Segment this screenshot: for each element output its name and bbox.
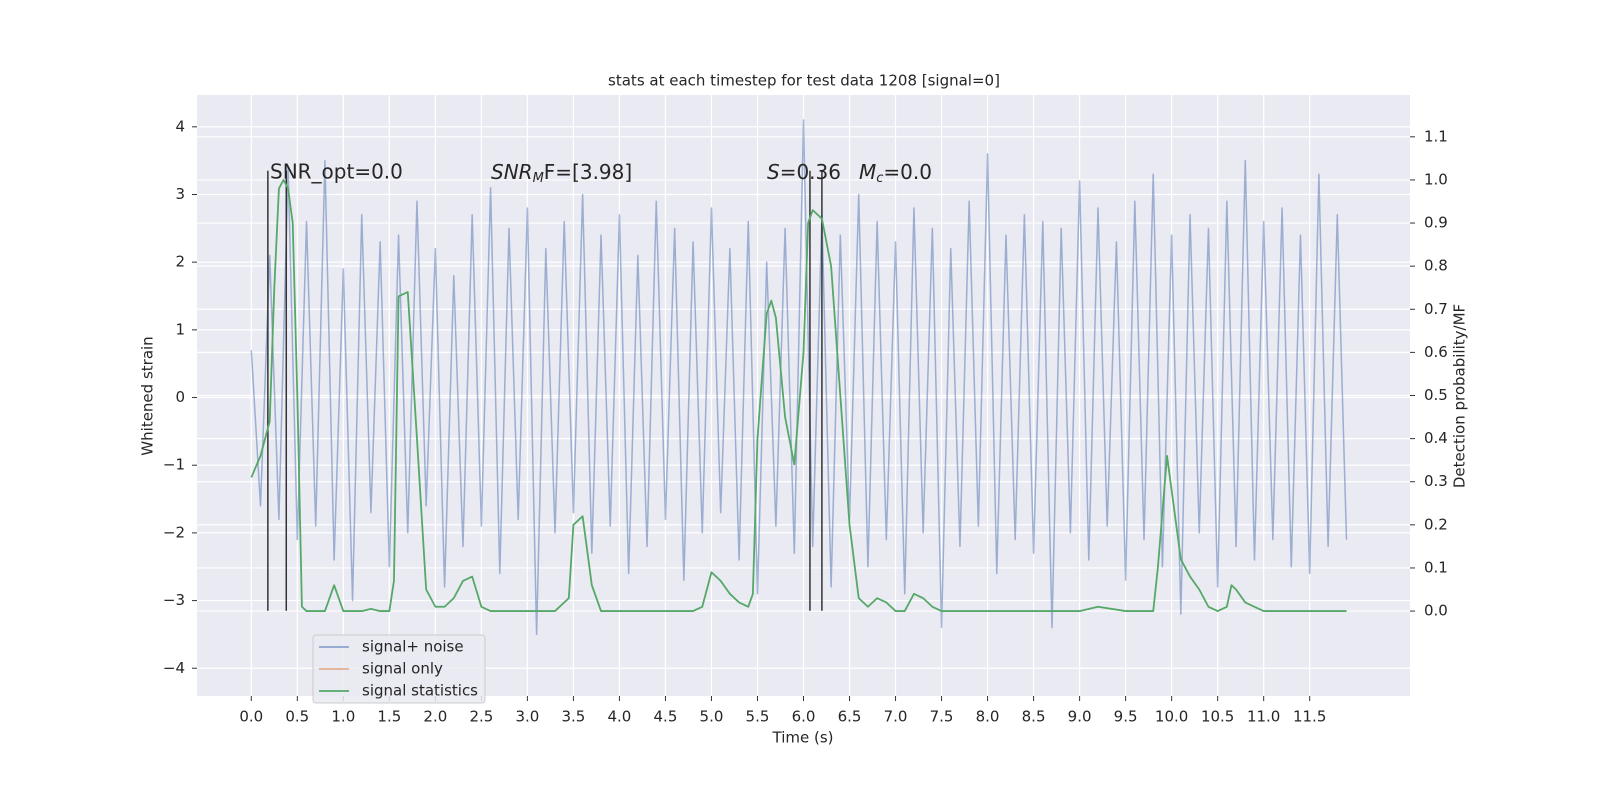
annotation: S=0.36: [767, 160, 841, 184]
y2-tick-label: 0.5: [1424, 386, 1448, 404]
annotation-base: M: [859, 160, 876, 184]
x-tick-label: 10.0: [1155, 708, 1188, 726]
y2-tick-label: 1.1: [1424, 127, 1448, 145]
x-tick-label: 8.5: [1022, 708, 1046, 726]
y2-tick-label: 0.3: [1424, 472, 1448, 490]
annotation-sub: c: [876, 171, 883, 186]
y-tick-label: 1: [175, 320, 185, 338]
x-tick-label: 11.0: [1247, 708, 1280, 726]
x-tick-label: 1.0: [331, 708, 355, 726]
x-tick-label: 8.0: [976, 708, 1000, 726]
x-tick-label: 7.0: [884, 708, 908, 726]
legend-label: signal only: [362, 660, 443, 678]
y-axis-label: Whitened strain: [139, 336, 157, 455]
legend-label: signal statistics: [362, 682, 478, 700]
y2-tick-label: 0.0: [1424, 602, 1448, 620]
legend-label: signal+ noise: [362, 638, 464, 656]
annotation-base: SNR: [491, 160, 533, 184]
y-tick-label: 2: [175, 253, 185, 271]
x-axis-label: Time (s): [772, 729, 834, 747]
annotation-sub: M: [533, 171, 544, 186]
y2-tick-label: 0.8: [1424, 257, 1448, 275]
x-tick-label: 0.5: [285, 708, 309, 726]
x-tick-label: 3.0: [515, 708, 539, 726]
y-tick-label: −4: [163, 659, 185, 677]
x-tick-label: 1.5: [377, 708, 401, 726]
y2-tick-label: 0.1: [1424, 558, 1448, 576]
series-line: [250, 119, 1348, 636]
x-tick-label: 2.0: [423, 708, 447, 726]
chart-title: stats at each timestep for test data 120…: [608, 72, 1000, 90]
annotation-rest: =0.0: [883, 160, 932, 184]
annotation-rest: F=[3.98]: [544, 160, 632, 184]
x-tick-label: 6.0: [792, 708, 816, 726]
legend-box: [312, 634, 486, 704]
x-tick-label: 3.5: [561, 708, 585, 726]
annotation: SNR_opt=0.0: [270, 160, 403, 184]
x-tick-label: 10.5: [1201, 708, 1234, 726]
y-tick-label: −2: [163, 523, 185, 541]
annotation: SNRMF=[3.98]: [491, 160, 632, 186]
x-tick-label: 9.5: [1114, 708, 1138, 726]
y-tick-label: 3: [175, 185, 185, 203]
y2-axis-label: Detection probability/MF: [1451, 304, 1469, 488]
y-tick-label: 0: [175, 388, 185, 406]
annotation-base: S: [767, 160, 780, 184]
y2-tick-label: 0.6: [1424, 343, 1448, 361]
x-tick-label: 11.5: [1293, 708, 1326, 726]
annotation-rest: =0.36: [780, 160, 841, 184]
x-tick-label: 5.0: [700, 708, 724, 726]
y-tick-label: −1: [163, 456, 185, 474]
x-tick-label: 5.5: [746, 708, 770, 726]
x-tick-label: 7.5: [930, 708, 954, 726]
x-tick-label: 6.5: [838, 708, 862, 726]
y2-tick-label: 0.4: [1424, 429, 1448, 447]
y2-tick-label: 1.0: [1424, 170, 1448, 188]
y-tick-label: −3: [163, 591, 185, 609]
annotation: Mc=0.0: [859, 160, 932, 186]
y2-tick-label: 0.2: [1424, 515, 1448, 533]
x-tick-label: 4.0: [608, 708, 632, 726]
y2-tick-label: 0.7: [1424, 300, 1448, 318]
series-line: [250, 179, 1347, 612]
y2-tick-label: 0.9: [1424, 214, 1448, 232]
x-tick-label: 0.0: [239, 708, 263, 726]
y-tick-label: 4: [175, 117, 185, 135]
x-tick-label: 2.5: [469, 708, 493, 726]
x-tick-label: 4.5: [654, 708, 678, 726]
x-tick-label: 9.0: [1068, 708, 1092, 726]
